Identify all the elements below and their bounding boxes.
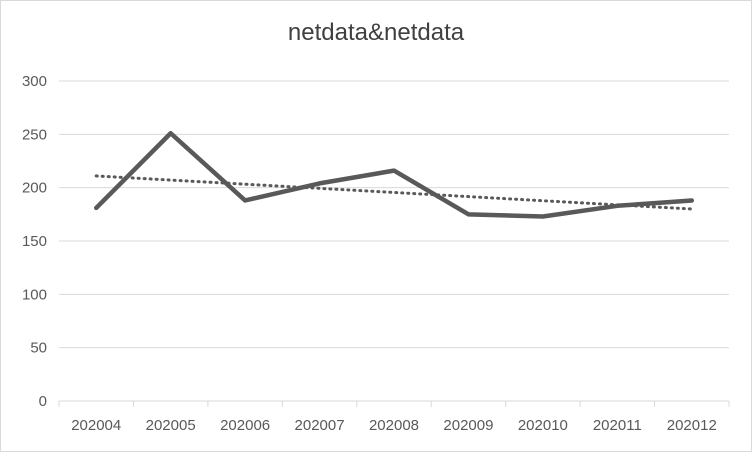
y-tick-label-0: 0 xyxy=(39,393,47,410)
chart-title: netdata&netdata xyxy=(287,19,465,46)
y-tick-label-300: 300 xyxy=(22,73,47,90)
x-tick-label-202012: 202012 xyxy=(667,417,717,434)
x-tick-label-202008: 202008 xyxy=(369,417,419,434)
x-tick-label-202009: 202009 xyxy=(443,417,493,434)
trendline xyxy=(94,174,694,211)
y-tick-label-50: 50 xyxy=(30,340,47,357)
x-tick-label-202006: 202006 xyxy=(220,417,270,434)
y-tick-label-200: 200 xyxy=(22,180,47,197)
x-tick-label-202010: 202010 xyxy=(518,417,568,434)
x-tick-label-202007: 202007 xyxy=(295,417,345,434)
x-tick-label-202004: 202004 xyxy=(71,417,121,434)
x-tick-label-202005: 202005 xyxy=(146,417,196,434)
y-tick-label-100: 100 xyxy=(22,286,47,303)
y-tick-label-150: 150 xyxy=(22,233,47,250)
y-tick-label-250: 250 xyxy=(22,126,47,143)
x-tick-label-202011: 202011 xyxy=(593,417,642,434)
series-line-0 xyxy=(93,131,695,219)
